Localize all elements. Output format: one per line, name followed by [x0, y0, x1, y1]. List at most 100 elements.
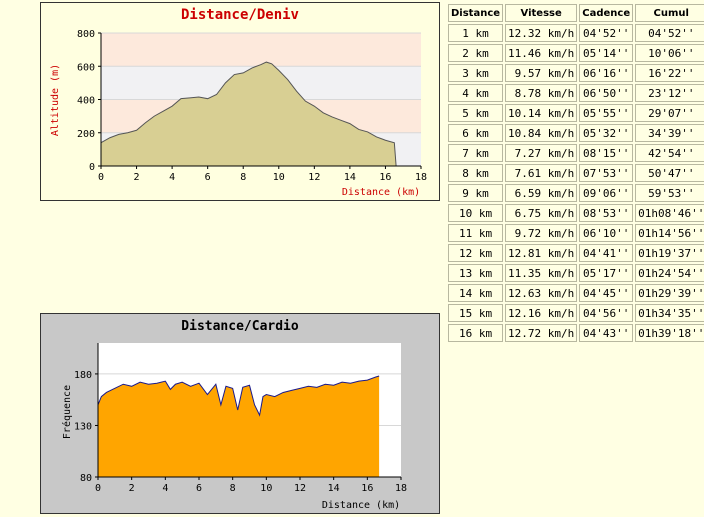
cell-distance: 3 km: [448, 64, 504, 82]
table-row: 3 km 9.57 km/h 06'16'' 16'22'': [448, 64, 704, 82]
cell-distance: 9 km: [448, 184, 504, 202]
table-row: 13 km 11.35 km/h 05'17'' 01h24'54'': [448, 264, 704, 282]
cell-vitesse: 12.16 km/h: [505, 304, 578, 322]
elevation-chart-title: Distance/Deniv: [181, 7, 299, 23]
cell-cadence: 07'53'': [579, 164, 634, 182]
table-row: 11 km 9.72 km/h 06'10'' 01h14'56'': [448, 224, 704, 242]
cell-cumul: 42'54'': [635, 144, 704, 162]
cell-cumul: 01h29'39'': [635, 284, 704, 302]
cell-distance: 11 km: [448, 224, 504, 242]
x-tick-label: 4: [162, 483, 168, 494]
data-line: [100, 61, 397, 167]
cardio-chart-panel: Distance/Cardio Fréquence Distance (km) …: [40, 313, 440, 514]
cell-distance: 5 km: [448, 104, 504, 122]
cell-cadence: 06'16'': [579, 64, 634, 82]
cell-cadence: 04'45'': [579, 284, 634, 302]
cell-distance: 16 km: [448, 324, 504, 342]
cell-cumul: 29'07'': [635, 104, 704, 122]
elevation-chart: Distance/Deniv Altitude (m) Distance (km…: [50, 7, 427, 198]
cell-distance: 15 km: [448, 304, 504, 322]
cell-cumul: 01h34'35'': [635, 304, 704, 322]
cell-distance: 8 km: [448, 164, 504, 182]
cell-distance: 2 km: [448, 44, 504, 62]
cardio-chart: Distance/Cardio Fréquence Distance (km) …: [61, 319, 407, 511]
cell-cadence: 04'41'': [579, 244, 634, 262]
x-tick-label: 16: [379, 172, 391, 183]
table-row: 12 km 12.81 km/h 04'41'' 01h19'37'': [448, 244, 704, 262]
x-tick-label: 6: [205, 172, 211, 183]
x-tick-label: 8: [230, 483, 236, 494]
table-row: 2 km 11.46 km/h 05'14'' 10'06'': [448, 44, 704, 62]
data-area: [101, 62, 397, 166]
table-row: 15 km 12.16 km/h 04'56'' 01h34'35'': [448, 304, 704, 322]
table-row: 7 km 7.27 km/h 08'15'' 42'54'': [448, 144, 704, 162]
x-tick-label: 16: [361, 483, 373, 494]
x-tick-label: 4: [169, 172, 175, 183]
cell-cadence: 08'15'': [579, 144, 634, 162]
y-tick-label: 80: [80, 473, 92, 484]
cell-cumul: 01h24'54'': [635, 264, 704, 282]
cell-cadence: 06'10'': [579, 224, 634, 242]
table-row: 4 km 8.78 km/h 06'50'' 23'12'': [448, 84, 704, 102]
cell-cadence: 05'17'': [579, 264, 634, 282]
data-line: [97, 375, 380, 417]
table-row: 8 km 7.61 km/h 07'53'' 50'47'': [448, 164, 704, 182]
cell-cumul: 01h19'37'': [635, 244, 704, 262]
table-row: 14 km 12.63 km/h 04'45'' 01h29'39'': [448, 284, 704, 302]
cell-vitesse: 12.81 km/h: [505, 244, 578, 262]
cell-vitesse: 12.32 km/h: [505, 24, 578, 42]
cell-vitesse: 10.14 km/h: [505, 104, 578, 122]
cell-cadence: 09'06'': [579, 184, 634, 202]
data-area: [98, 375, 380, 477]
table-header-row: Distance Vitesse Cadence Cumul: [448, 4, 704, 22]
cell-distance: 1 km: [448, 24, 504, 42]
cell-vitesse: 12.63 km/h: [505, 284, 578, 302]
cardio-chart-title: Distance/Cardio: [181, 319, 299, 334]
y-tick-label: 200: [77, 129, 95, 140]
cell-distance: 10 km: [448, 204, 504, 222]
cell-vitesse: 11.35 km/h: [505, 264, 578, 282]
x-tick-label: 2: [129, 483, 135, 494]
cell-distance: 12 km: [448, 244, 504, 262]
x-tick-label: 10: [260, 483, 272, 494]
cell-cadence: 04'56'': [579, 304, 634, 322]
x-tick-label: 14: [344, 172, 356, 183]
cell-distance: 7 km: [448, 144, 504, 162]
cell-cadence: 04'43'': [579, 324, 634, 342]
column-header-cadence: Cadence: [579, 4, 634, 22]
x-tick-label: 12: [308, 172, 320, 183]
cell-vitesse: 9.72 km/h: [505, 224, 578, 242]
table-row: 1 km 12.32 km/h 04'52'' 04'52'': [448, 24, 704, 42]
cell-vitesse: 8.78 km/h: [505, 84, 578, 102]
cell-cadence: 04'52'': [579, 24, 634, 42]
cell-cadence: 05'55'': [579, 104, 634, 122]
cell-cumul: 34'39'': [635, 124, 704, 142]
cell-cumul: 59'53'': [635, 184, 704, 202]
splits-table: Distance Vitesse Cadence Cumul 1 km 12.32…: [446, 2, 704, 344]
table-row: 9 km 6.59 km/h 09'06'' 59'53'': [448, 184, 704, 202]
cell-cumul: 16'22'': [635, 64, 704, 82]
elevation-y-axis-label: Altitude (m): [50, 64, 61, 136]
cell-vitesse: 10.84 km/h: [505, 124, 578, 142]
cell-cumul: 50'47'': [635, 164, 704, 182]
cardio-y-axis-label: Fréquence: [61, 385, 73, 439]
x-tick-label: 0: [95, 483, 101, 494]
cell-vitesse: 6.59 km/h: [505, 184, 578, 202]
x-tick-label: 2: [134, 172, 140, 183]
y-tick-label: 130: [74, 421, 92, 432]
elevation-chart-panel: Distance/Deniv Altitude (m) Distance (km…: [40, 2, 440, 201]
y-tick-label: 600: [77, 62, 95, 73]
x-tick-label: 14: [328, 483, 340, 494]
cell-vitesse: 12.72 km/h: [505, 324, 578, 342]
cell-distance: 13 km: [448, 264, 504, 282]
x-tick-label: 6: [196, 483, 202, 494]
column-header-cumul: Cumul: [635, 4, 704, 22]
cell-cumul: 01h14'56'': [635, 224, 704, 242]
cell-cumul: 04'52'': [635, 24, 704, 42]
table-row: 5 km 10.14 km/h 05'55'' 29'07'': [448, 104, 704, 122]
cell-cumul: 01h08'46'': [635, 204, 704, 222]
cell-vitesse: 7.27 km/h: [505, 144, 578, 162]
table-row: 16 km 12.72 km/h 04'43'' 01h39'18'': [448, 324, 704, 342]
x-tick-label: 8: [240, 172, 246, 183]
table-row: 6 km 10.84 km/h 05'32'' 34'39'': [448, 124, 704, 142]
